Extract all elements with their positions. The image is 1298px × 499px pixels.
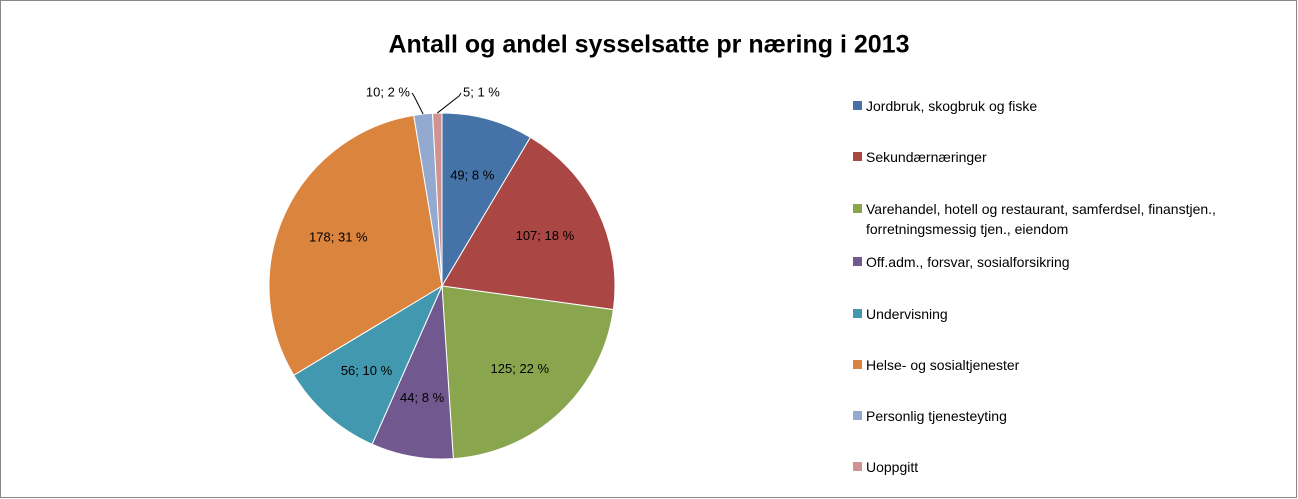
legend-swatch	[853, 204, 862, 213]
chart-title: Antall og andel sysselsatte pr næring i …	[388, 31, 909, 59]
legend-label: Uoppgitt	[866, 459, 919, 475]
data-label: 56; 10 %	[341, 363, 393, 378]
legend-swatch	[853, 411, 862, 420]
pie-slice	[268, 114, 443, 376]
data-label: 10; 2 %	[366, 84, 411, 99]
legend-label: Undervisning	[866, 306, 948, 322]
legend-item: Jordbruk, skogbruk og fiske	[853, 96, 1293, 116]
pie-slice	[441, 136, 616, 311]
legend-swatch	[853, 101, 862, 110]
leader-line	[436, 92, 462, 114]
data-label: 178; 31 %	[309, 230, 368, 245]
data-label: 5; 1 %	[463, 84, 500, 99]
legend-item: Personlig tjenesteyting	[853, 406, 1293, 426]
legend-label: Varehandel, hotell og restaurant, samfer…	[866, 201, 1216, 237]
legend-item: Varehandel, hotell og restaurant, samfer…	[853, 199, 1293, 239]
legend-swatch	[853, 152, 862, 161]
pie-slice	[293, 284, 444, 445]
legend-label: Personlig tjenesteyting	[866, 408, 1007, 424]
legend-item: Sekundærnæringer	[853, 147, 1293, 167]
data-label: 44; 8 %	[400, 390, 445, 405]
pie-slice	[441, 112, 532, 288]
legend-label: Jordbruk, skogbruk og fiske	[866, 98, 1038, 114]
data-label: 49; 8 %	[450, 167, 495, 182]
legend-label: Sekundærnæringer	[866, 149, 987, 165]
pie-slice	[432, 112, 443, 287]
data-label: 125; 22 %	[491, 361, 550, 376]
legend-swatch	[853, 462, 862, 471]
data-label: 107; 18 %	[516, 228, 575, 243]
leader-line	[411, 92, 424, 115]
legend-label: Off.adm., forsvar, sosialforsikring	[866, 254, 1070, 270]
legend-swatch	[853, 257, 862, 266]
legend-swatch	[853, 360, 862, 369]
legend-swatch	[853, 309, 862, 318]
legend-item: Helse- og sosialtjenester	[853, 355, 1293, 375]
legend-item: Off.adm., forsvar, sosialforsikring	[853, 252, 1293, 272]
legend-item: Undervisning	[853, 304, 1293, 324]
legend-item: Uoppgitt	[853, 457, 1293, 477]
pie-slice	[441, 285, 614, 460]
legend-label: Helse- og sosialtjenester	[866, 357, 1020, 373]
